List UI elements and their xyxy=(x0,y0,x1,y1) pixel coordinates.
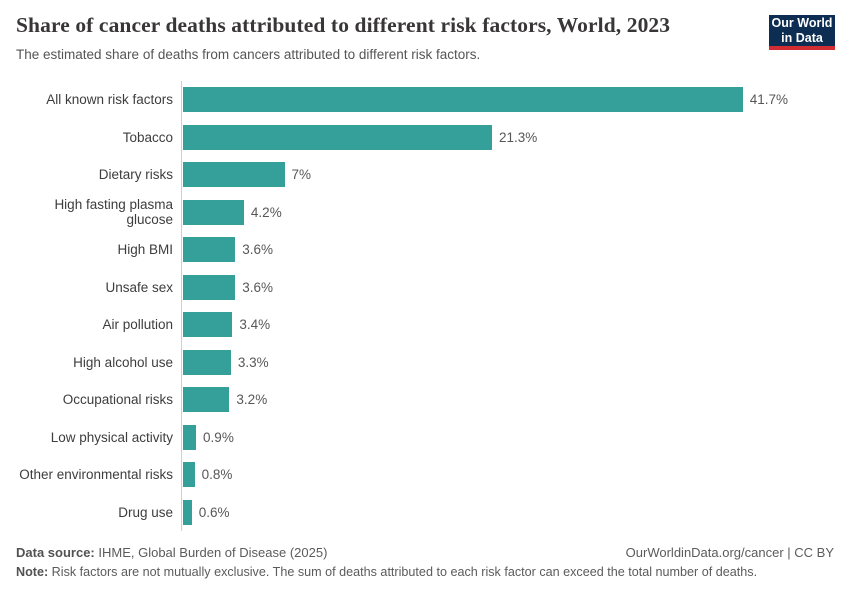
plot-cell: 3.6% xyxy=(181,268,843,306)
bar[interactable] xyxy=(183,387,230,413)
plot-cell: 0.8% xyxy=(181,456,843,494)
plot-cell: 3.4% xyxy=(181,306,843,344)
category-label: Air pollution xyxy=(102,317,173,333)
owid-logo[interactable]: Our World in Data xyxy=(769,15,835,50)
bar-track: 3.2% xyxy=(183,387,788,413)
plot-cell: 0.9% xyxy=(181,418,843,456)
bar[interactable] xyxy=(183,499,192,525)
bar-track: 3.3% xyxy=(183,349,788,375)
bar-row: Unsafe sex 3.6% xyxy=(16,268,843,306)
plot-cell: 4.2% xyxy=(181,193,843,231)
category-label: Tobacco xyxy=(122,129,173,145)
note-text: Risk factors are not mutually exclusive.… xyxy=(48,565,758,579)
value-label: 3.3% xyxy=(237,354,269,370)
plot-cell: 41.7% xyxy=(181,81,843,119)
bar-row: Dietary risks 7% xyxy=(16,156,843,194)
chart-note: Note: Risk factors are not mutually excl… xyxy=(16,565,834,579)
bar[interactable] xyxy=(183,124,493,150)
value-label: 21.3% xyxy=(499,129,538,145)
bar-row: Other environmental risks 0.8% xyxy=(16,456,843,494)
value-label: 3.6% xyxy=(242,242,273,258)
plot-cell: 3.2% xyxy=(181,381,843,419)
bar-track: 3.4% xyxy=(183,312,788,338)
owid-url-link[interactable]: OurWorldinData.org/cancer | CC BY xyxy=(625,545,834,560)
chart-title: Share of cancer deaths attributed to dif… xyxy=(16,13,671,37)
category-label: High fasting plasma glucose xyxy=(54,197,173,228)
category-label: Other environmental risks xyxy=(19,467,173,483)
bar-row: High alcohol use 3.3% xyxy=(16,343,843,381)
bar-row: Drug use 0.6% xyxy=(16,493,843,531)
category-label: Occupational risks xyxy=(62,392,173,408)
bar-row: Occupational risks 3.2% xyxy=(16,381,843,419)
category-label: Dietary risks xyxy=(98,167,173,183)
bar[interactable] xyxy=(183,274,236,300)
bar-row: High fasting plasma glucose 4.2% xyxy=(16,193,843,231)
value-label: 3.2% xyxy=(236,392,268,408)
data-source-label: Data source: xyxy=(16,545,95,560)
value-label: 0.8% xyxy=(201,467,233,483)
chart-footer: Data source: IHME, Global Burden of Dise… xyxy=(16,545,834,579)
value-label: 0.9% xyxy=(203,429,234,445)
owid-logo-line1: Our World xyxy=(771,16,833,31)
plot-cell: 7% xyxy=(181,156,843,194)
value-label: 7% xyxy=(291,167,312,183)
category-label: Unsafe sex xyxy=(105,279,173,295)
value-label: 41.7% xyxy=(749,92,788,108)
bar-row: All known risk factors 41.7% xyxy=(16,81,843,119)
bar[interactable] xyxy=(183,312,233,338)
bar-row: High BMI 3.6% xyxy=(16,231,843,269)
category-label: High BMI xyxy=(117,242,173,258)
plot-cell: 3.6% xyxy=(181,231,843,269)
bar-row: Low physical activity 0.9% xyxy=(16,418,843,456)
bar-track: 21.3% xyxy=(183,124,788,150)
bar-track: 0.8% xyxy=(183,462,788,488)
value-label: 3.4% xyxy=(239,317,271,333)
bar[interactable] xyxy=(183,162,285,188)
value-label: 3.6% xyxy=(242,279,273,295)
data-source: Data source: IHME, Global Burden of Dise… xyxy=(16,545,327,560)
bar[interactable] xyxy=(183,462,195,488)
note-label: Note: xyxy=(16,565,49,579)
bar-track: 3.6% xyxy=(183,237,788,263)
category-label: Low physical activity xyxy=(50,429,173,445)
category-label: High alcohol use xyxy=(73,354,173,370)
bar-track: 3.6% xyxy=(183,274,788,300)
bar[interactable] xyxy=(183,237,236,263)
bar-row: Tobacco 21.3% xyxy=(16,118,843,156)
bar-chart: All known risk factors 41.7% Tobacco 21.3% D… xyxy=(16,81,843,531)
bar[interactable] xyxy=(183,349,231,375)
value-label: 4.2% xyxy=(250,204,282,220)
bar-track: 7% xyxy=(183,162,788,188)
chart-subtitle: The estimated share of deaths from cance… xyxy=(16,47,481,62)
bar-track: 4.2% xyxy=(183,199,788,225)
bar[interactable] xyxy=(183,199,244,225)
owid-logo-line2: in Data xyxy=(781,30,823,45)
plot-cell: 21.3% xyxy=(181,118,843,156)
value-label: 0.6% xyxy=(198,504,230,520)
bar-track: 0.6% xyxy=(183,499,788,525)
bar[interactable] xyxy=(183,424,197,450)
plot-cell: 0.6% xyxy=(181,493,843,531)
bar-row: Air pollution 3.4% xyxy=(16,306,843,344)
plot-cell: 3.3% xyxy=(181,343,843,381)
bar-track: 41.7% xyxy=(183,87,788,113)
category-label: Drug use xyxy=(118,504,173,520)
bar[interactable] xyxy=(183,87,743,113)
category-label: All known risk factors xyxy=(46,92,173,108)
data-source-text: IHME, Global Burden of Disease (2025) xyxy=(94,545,328,560)
bar-track: 0.9% xyxy=(183,424,788,450)
